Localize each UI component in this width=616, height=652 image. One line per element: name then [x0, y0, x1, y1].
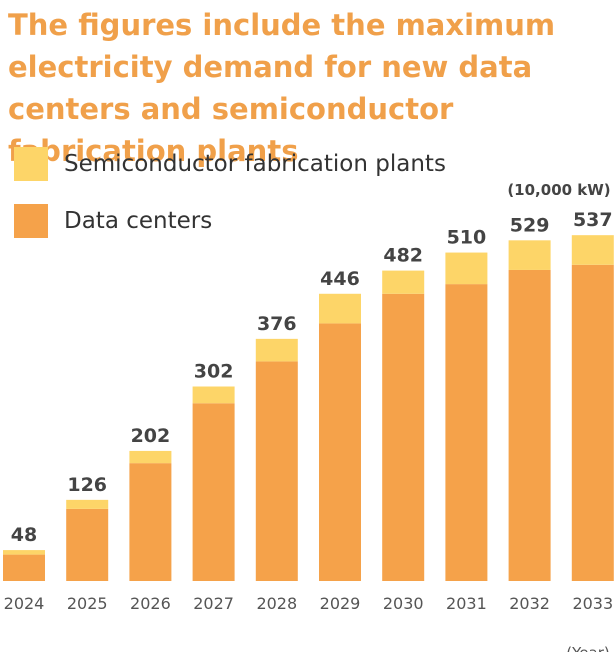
total-label-2032: 529	[510, 214, 550, 236]
bar-data-centers-2027	[192, 403, 235, 581]
x-tick-2028: 2028	[256, 594, 297, 613]
bar-data-centers-2028	[255, 361, 298, 581]
total-label-2031: 510	[447, 227, 487, 249]
total-label-2030: 482	[383, 245, 423, 267]
bar-semiconductor-fabrication-plants-2028	[255, 338, 298, 362]
total-label-2028: 376	[257, 313, 297, 335]
total-label-2025: 126	[67, 474, 107, 496]
legend-item-data-centers: Data centers	[14, 202, 212, 240]
legend-item-semiconductor: Semiconductor fabrication plants	[14, 145, 446, 183]
bar-data-centers-2033	[571, 264, 614, 581]
bar-data-centers-2026	[129, 463, 172, 581]
x-tick-2032: 2032	[509, 594, 550, 613]
x-tick-2027: 2027	[193, 594, 234, 613]
total-label-2024: 48	[11, 524, 37, 546]
total-label-2027: 302	[194, 361, 234, 383]
bar-data-centers-2029	[319, 323, 361, 581]
legend-swatch-semiconductor	[14, 147, 48, 181]
chart-title: The figures include the maximum electric…	[8, 8, 556, 168]
x-tick-2030: 2030	[383, 594, 424, 613]
bar-semiconductor-fabrication-plants-2024	[3, 550, 45, 555]
x-tick-2031: 2031	[446, 594, 487, 613]
total-label-2033: 537	[573, 209, 613, 231]
bar-semiconductor-fabrication-plants-2027	[192, 386, 235, 404]
bar-data-centers-2032	[508, 269, 551, 581]
x-tick-2033: 2033	[572, 594, 613, 613]
bar-semiconductor-fabrication-plants-2033	[571, 235, 614, 265]
bar-semiconductor-fabrication-plants-2025	[66, 499, 109, 509]
legend-label-semiconductor: Semiconductor fabrication plants	[64, 151, 446, 177]
bar-semiconductor-fabrication-plants-2032	[508, 240, 551, 270]
bar-semiconductor-fabrication-plants-2030	[382, 270, 425, 294]
x-tick-2026: 2026	[130, 594, 171, 613]
bar-semiconductor-fabrication-plants-2026	[129, 450, 172, 464]
y-unit-label: (10,000 kW)	[507, 181, 610, 199]
bar-semiconductor-fabrication-plants-2029	[319, 293, 361, 324]
x-tick-2029: 2029	[320, 594, 361, 613]
bar-data-centers-2024	[3, 554, 45, 581]
bar-data-centers-2025	[66, 508, 109, 581]
x-tick-2025: 2025	[67, 594, 108, 613]
total-label-2026: 202	[131, 425, 171, 447]
legend-swatch-data-centers	[14, 204, 48, 238]
bar-semiconductor-fabrication-plants-2031	[445, 252, 488, 285]
x-unit-label: (Year)	[566, 644, 609, 652]
total-label-2029: 446	[320, 268, 360, 290]
x-tick-2024: 2024	[4, 594, 45, 613]
bar-data-centers-2031	[445, 284, 488, 581]
bar-data-centers-2030	[382, 293, 425, 581]
legend-label-data-centers: Data centers	[64, 208, 213, 234]
